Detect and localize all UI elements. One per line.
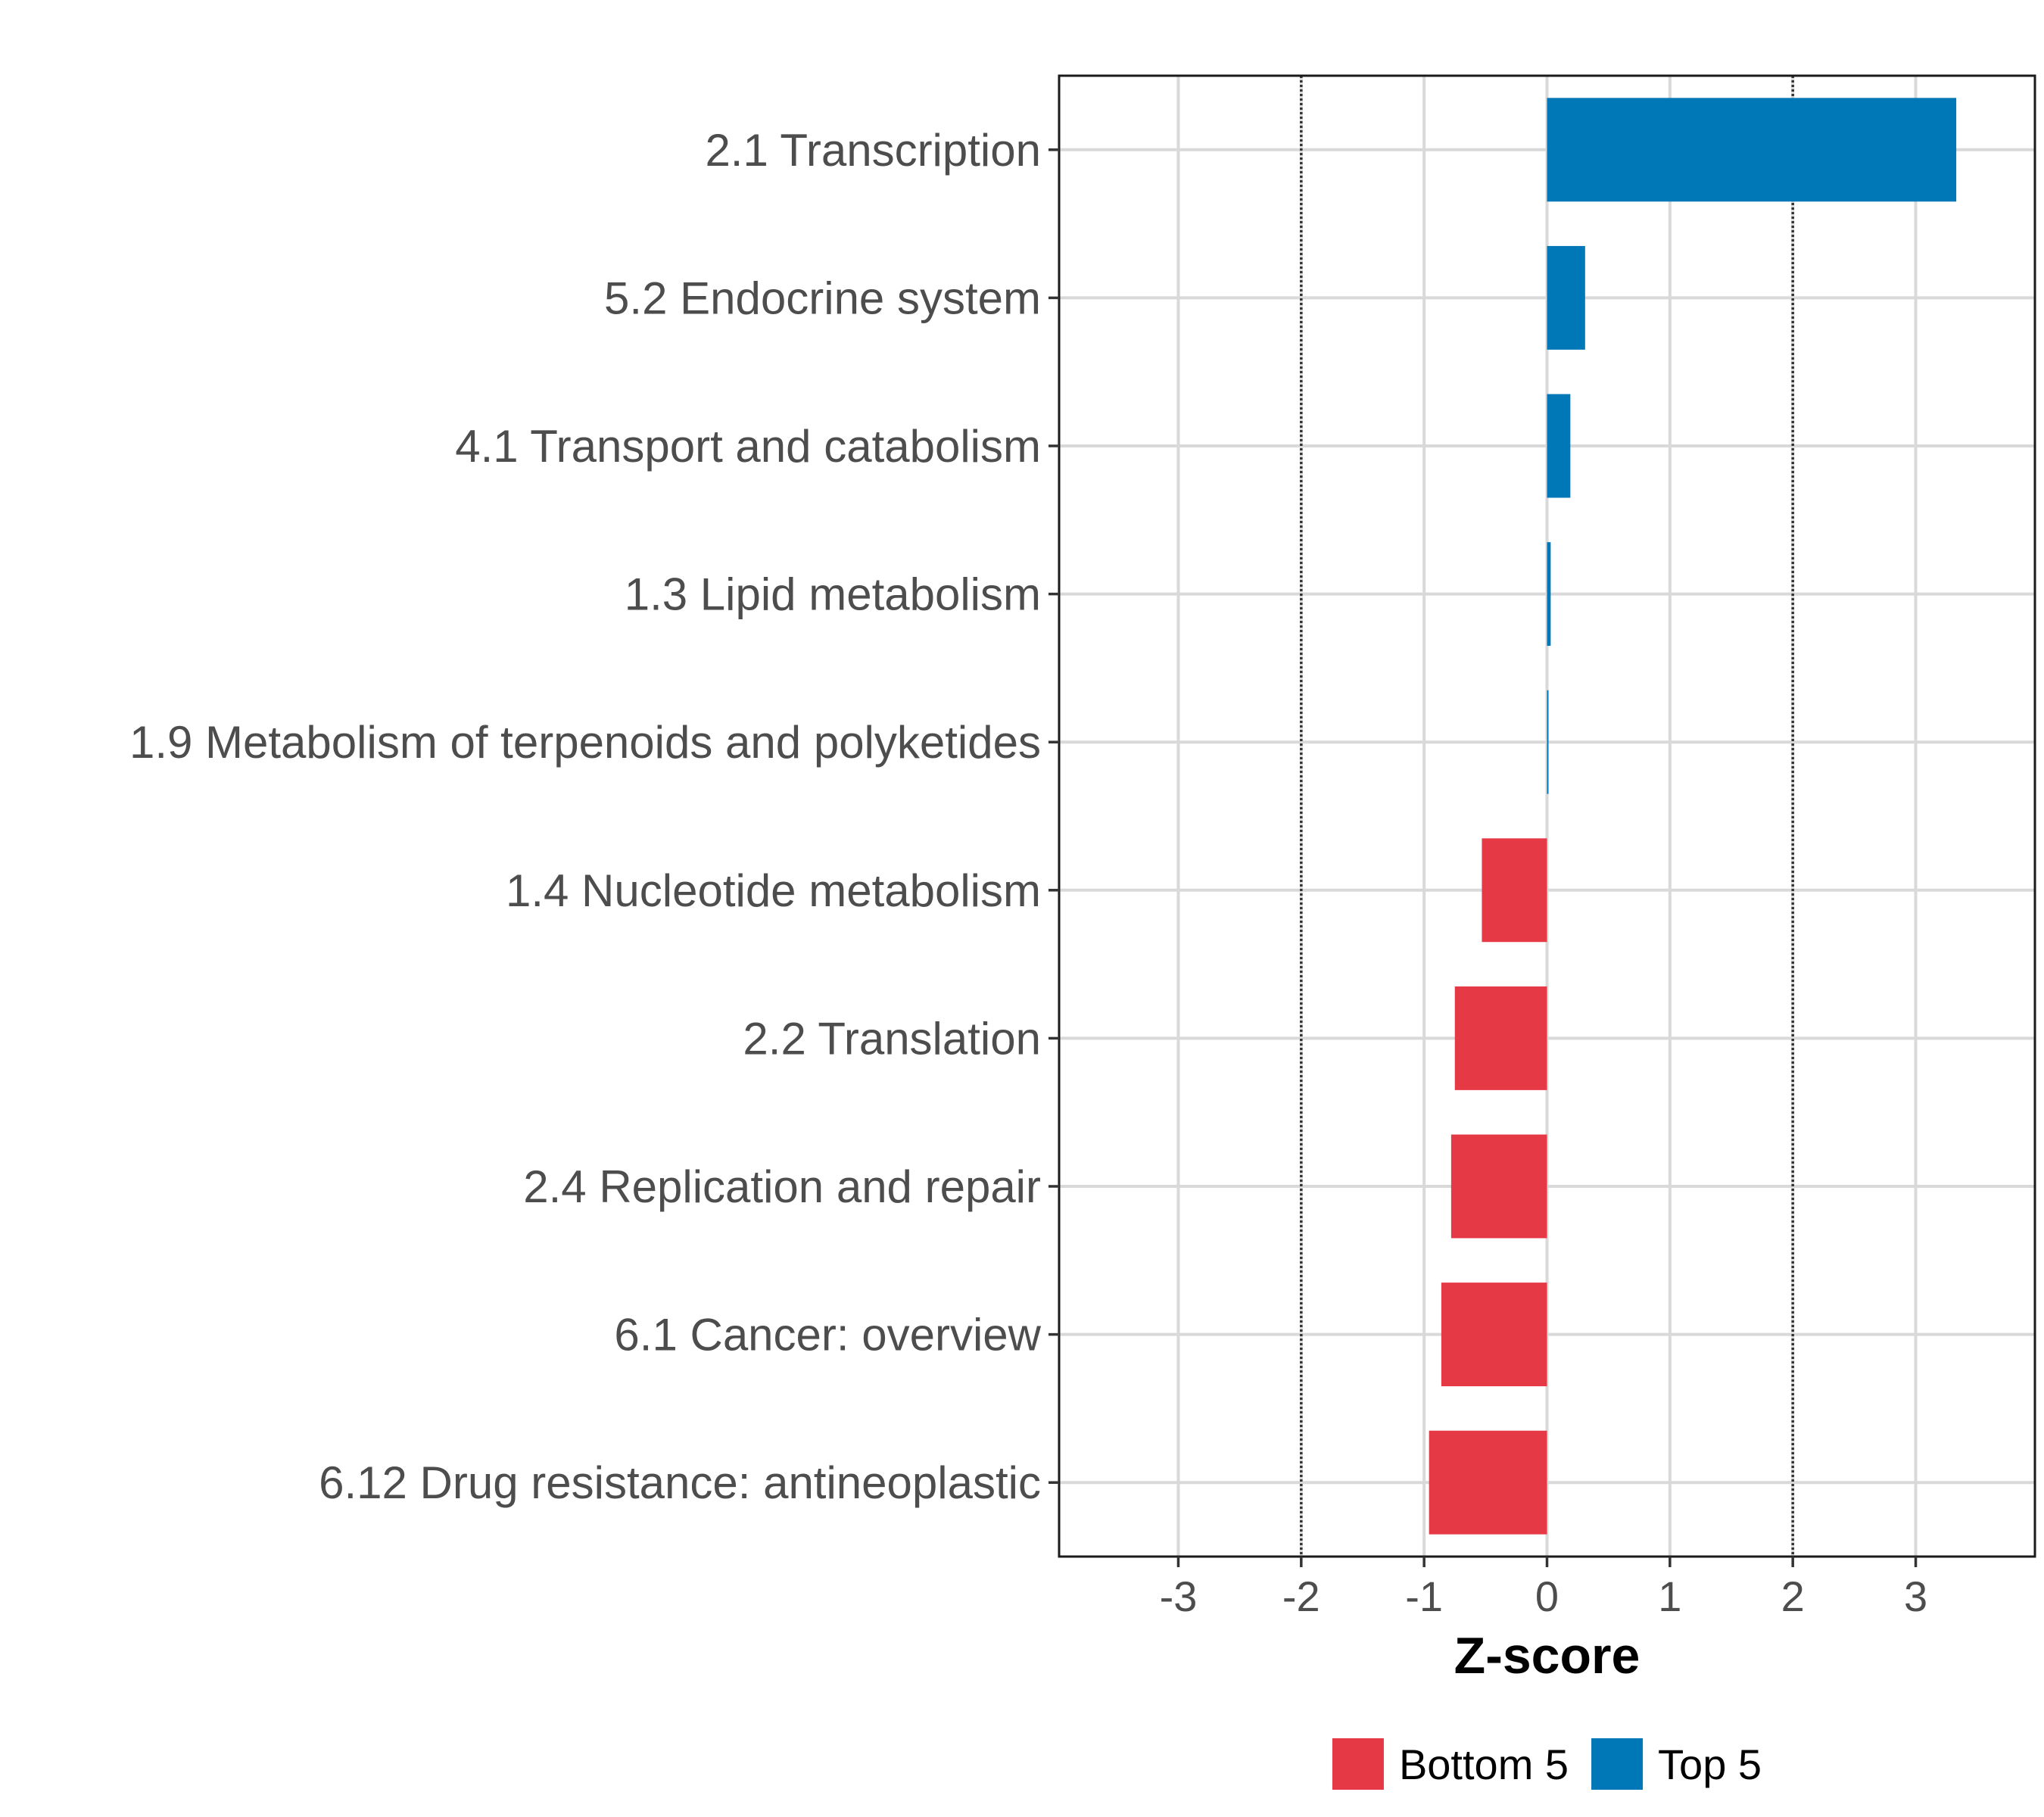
x-tick-label: 2	[1781, 1572, 1805, 1620]
category-label: 2.4 Replication and repair	[523, 1161, 1041, 1212]
bar	[1547, 98, 1957, 202]
x-axis: -3 -2 -1 0 1 2 3	[1160, 1557, 1927, 1620]
reference-lines	[1300, 76, 1794, 1557]
bar	[1450, 1134, 1547, 1239]
category-label: 1.4 Nucleotide metabolism	[506, 865, 1041, 916]
category-label: 2.1 Transcription	[705, 125, 1041, 176]
bar	[1547, 245, 1585, 350]
bar	[1441, 1282, 1547, 1387]
bar	[1454, 986, 1547, 1090]
bars	[1429, 98, 1957, 1535]
legend: Bottom 5 Top 5	[1332, 1738, 1762, 1790]
x-tick-label: 0	[1535, 1572, 1559, 1620]
bar	[1482, 838, 1547, 943]
category-label: 1.3 Lipid metabolism	[625, 569, 1041, 620]
category-label: 5.2 Endocrine system	[604, 273, 1041, 323]
category-label: 6.1 Cancer: overview	[614, 1310, 1041, 1360]
x-tick-label: 1	[1658, 1572, 1681, 1620]
legend-label: Top 5	[1658, 1741, 1762, 1788]
legend-key	[1591, 1738, 1644, 1790]
x-tick-label: -2	[1282, 1572, 1320, 1620]
y-axis: 2.1 Transcription 5.2 Endocrine system 4.1…	[129, 125, 1059, 1508]
bar	[1547, 542, 1551, 647]
bar	[1547, 690, 1549, 794]
category-label: 6.12 Drug resistance: antineoplastic	[319, 1457, 1041, 1508]
category-label: 1.9 Metabolism of terpenoids and polyket…	[129, 717, 1041, 768]
x-tick-label: -1	[1405, 1572, 1443, 1620]
legend-key	[1332, 1738, 1384, 1790]
x-axis-title: Z-score	[1454, 1627, 1640, 1685]
bar	[1547, 394, 1571, 498]
x-tick-label: 3	[1904, 1572, 1927, 1620]
category-label: 4.1 Transport and catabolism	[455, 421, 1041, 472]
category-label: 2.2 Translation	[743, 1013, 1041, 1064]
legend-label: Bottom 5	[1399, 1741, 1569, 1788]
x-tick-label: -3	[1160, 1572, 1198, 1620]
bar	[1429, 1430, 1547, 1535]
